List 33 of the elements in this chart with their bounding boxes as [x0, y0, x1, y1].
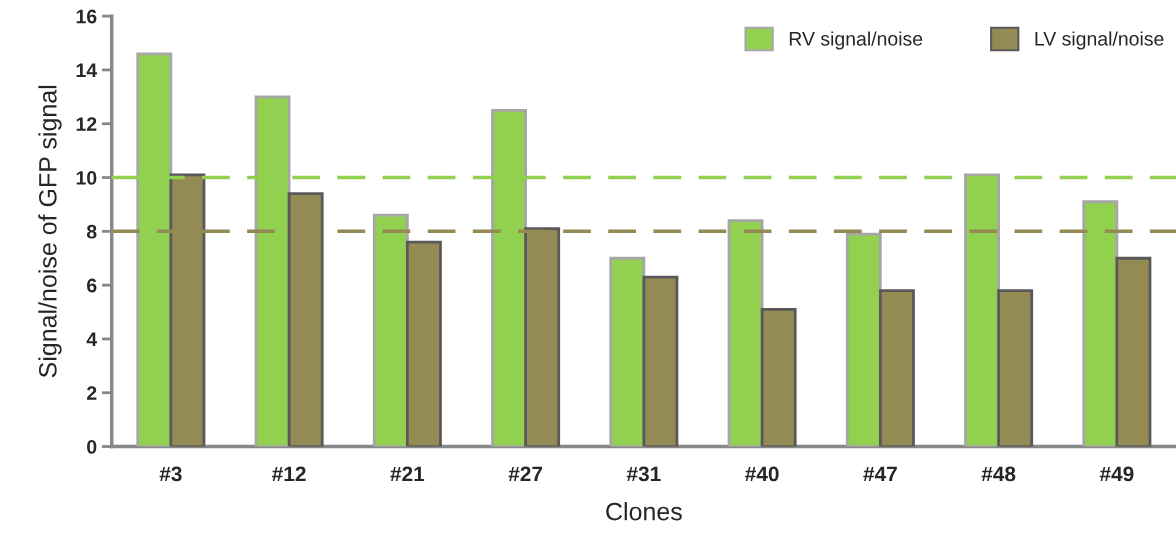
y-tick-label: 2 [87, 386, 97, 400]
bar [727, 219, 764, 447]
bar [642, 275, 679, 447]
bar [878, 289, 915, 447]
y-tick-label: 16 [76, 9, 97, 24]
bar [1082, 200, 1119, 447]
y-tick-label: 12 [76, 117, 97, 131]
y-tick-label: 6 [87, 278, 97, 293]
bar [845, 232, 882, 447]
legend-label: LV signal/noise [1035, 31, 1164, 50]
x-tick-label: #49 [1099, 466, 1134, 482]
x-tick-label: #48 [981, 466, 1016, 482]
x-tick-label: #12 [272, 466, 306, 482]
y-tick-label: 0 [87, 440, 97, 454]
x-tick-label: #47 [863, 466, 897, 482]
x-tick-label: #40 [745, 466, 779, 482]
bar [997, 289, 1034, 447]
x-axis-title: Clones [606, 502, 682, 521]
bar [405, 240, 442, 447]
x-tick-label: #27 [508, 466, 543, 482]
y-tick-label: 4 [86, 332, 98, 346]
bar [609, 256, 646, 447]
bar [1115, 256, 1152, 447]
y-tick-label: 14 [76, 63, 98, 77]
y-tick-label: 8 [86, 224, 97, 239]
x-tick-label: #3 [159, 466, 182, 482]
x-tick-label: #31 [626, 466, 661, 482]
legend-label: RV signal/noise [789, 31, 923, 50]
bar [760, 307, 797, 447]
y-tick-label: 10 [76, 171, 97, 185]
x-tick-label: #21 [390, 466, 425, 482]
bar [372, 213, 409, 447]
y-axis-title: Signal/noise of GFP signal [38, 85, 62, 378]
